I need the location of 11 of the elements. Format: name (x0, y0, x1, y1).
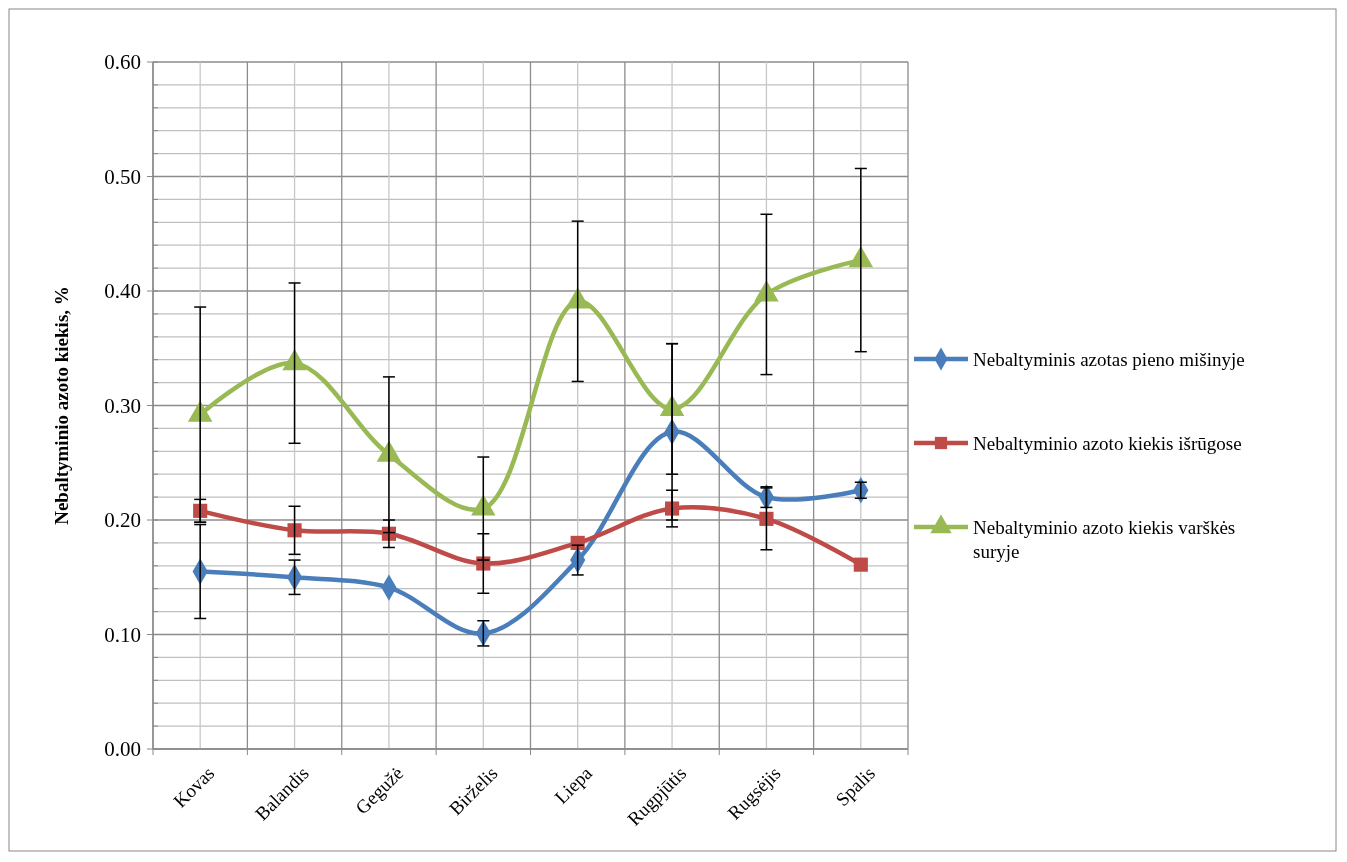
y-tick-label: 0.20 (104, 508, 141, 533)
y-tick-label: 0.60 (104, 50, 141, 75)
legend-label: Nebaltyminis azotas pieno mišinyje (973, 348, 1245, 370)
y-tick-label: 0.50 (104, 164, 141, 189)
y-tick-label: 0.40 (104, 279, 141, 304)
y-tick-label: 0.00 (104, 737, 141, 762)
y-tick-label: 0.30 (104, 393, 141, 418)
legend-label: Nebaltyminio azoto kiekis išrūgose (973, 432, 1242, 454)
y-axis-title: Nebaltyminio azoto kiekis, % (51, 286, 72, 525)
y-tick-label: 0.10 (104, 622, 141, 647)
legend-label: Nebaltyminio azoto kiekis varškės suryje (973, 516, 1236, 563)
